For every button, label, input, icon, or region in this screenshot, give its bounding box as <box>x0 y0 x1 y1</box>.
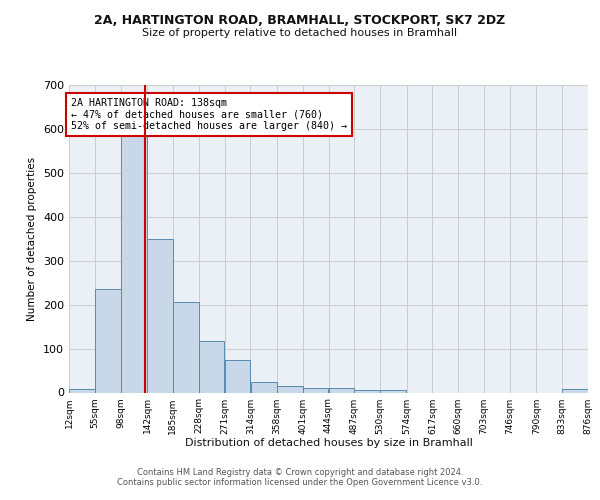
Text: 2A, HARTINGTON ROAD, BRAMHALL, STOCKPORT, SK7 2DZ: 2A, HARTINGTON ROAD, BRAMHALL, STOCKPORT… <box>94 14 506 27</box>
Bar <box>562 389 588 392</box>
Bar <box>69 389 95 392</box>
Text: Distribution of detached houses by size in Bramhall: Distribution of detached houses by size … <box>185 438 473 448</box>
Bar <box>173 302 199 392</box>
Bar <box>277 386 302 392</box>
Text: Size of property relative to detached houses in Bramhall: Size of property relative to detached ho… <box>142 28 458 38</box>
Bar <box>303 388 328 392</box>
Bar <box>147 239 173 392</box>
Text: 2A HARTINGTON ROAD: 138sqm
← 47% of detached houses are smaller (760)
52% of sem: 2A HARTINGTON ROAD: 138sqm ← 47% of deta… <box>71 98 347 132</box>
Bar <box>251 382 277 392</box>
Bar <box>329 388 354 392</box>
Y-axis label: Number of detached properties: Number of detached properties <box>28 156 37 321</box>
Bar <box>380 390 406 392</box>
Bar <box>95 290 121 393</box>
Bar <box>355 390 380 392</box>
Text: Contains HM Land Registry data © Crown copyright and database right 2024.
Contai: Contains HM Land Registry data © Crown c… <box>118 468 482 487</box>
Bar <box>121 134 147 392</box>
Bar <box>199 340 224 392</box>
Bar <box>225 360 250 392</box>
